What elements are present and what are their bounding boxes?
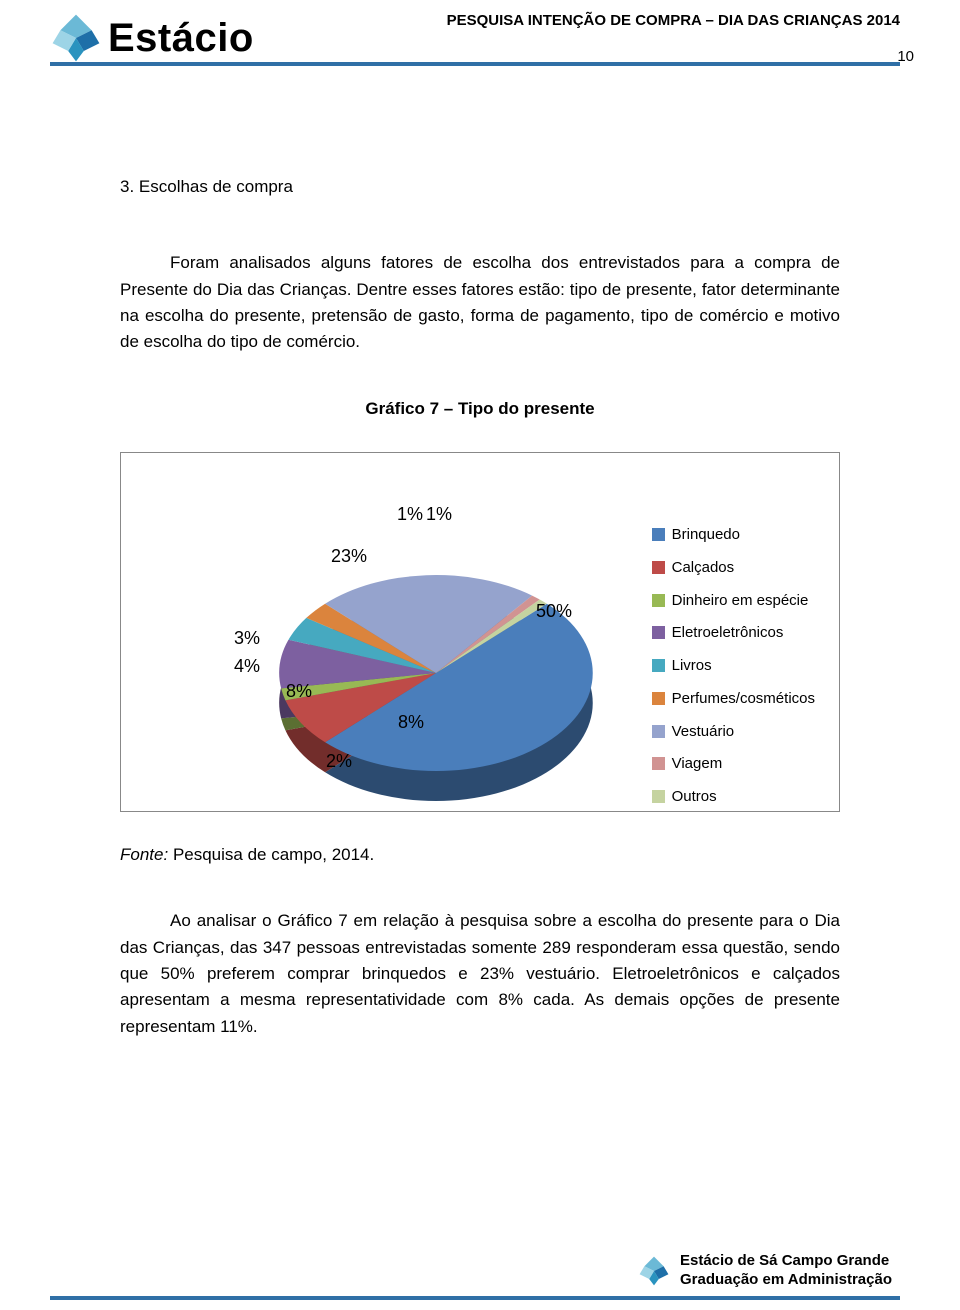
- document-title: PESQUISA INTENÇÃO DE COMPRA – DIA DAS CR…: [447, 12, 900, 29]
- brand-name: Estácio: [108, 16, 254, 61]
- legend-label: Calçados: [672, 556, 735, 579]
- chart-source: Fonte: Pesquisa de campo, 2014.: [120, 842, 840, 868]
- legend-swatch: [652, 659, 665, 672]
- analysis-paragraph: Ao analisar o Gráfico 7 em relação à pes…: [120, 908, 840, 1040]
- fonte-text: Pesquisa de campo, 2014.: [173, 845, 374, 864]
- estacio-logo-icon: [50, 12, 102, 64]
- fonte-label: Fonte:: [120, 845, 168, 864]
- footer-line1: Estácio de Sá Campo Grande: [680, 1252, 892, 1271]
- legend-swatch: [652, 626, 665, 639]
- pie-slice-label: 1%: [426, 501, 452, 529]
- legend-label: Dinheiro em espécie: [672, 589, 809, 612]
- pie-slice-label: 8%: [286, 678, 312, 706]
- pie-slice-label: 4%: [234, 653, 260, 681]
- page-footer: Estácio de Sá Campo Grande Graduação em …: [50, 1296, 900, 1300]
- legend-swatch: [652, 725, 665, 738]
- legend-swatch: [652, 528, 665, 541]
- section-heading: 3. Escolhas de compra: [120, 174, 840, 200]
- legend-label: Vestuário: [672, 720, 735, 743]
- legend-label: Eletroeletrônicos: [672, 621, 784, 644]
- page-header: Estácio PESQUISA INTENÇÃO DE COMPRA – DI…: [0, 0, 960, 64]
- estacio-logo-icon: [638, 1255, 670, 1287]
- legend-swatch: [652, 757, 665, 770]
- legend-item: Perfumes/cosméticos: [652, 687, 815, 710]
- legend-item: Brinquedo: [652, 523, 815, 546]
- footer-text: Estácio de Sá Campo Grande Graduação em …: [680, 1252, 892, 1290]
- legend-item: Outros: [652, 785, 815, 808]
- legend-label: Brinquedo: [672, 523, 740, 546]
- footer-divider: [50, 1296, 900, 1300]
- pie-slice-label: 23%: [331, 543, 367, 571]
- header-divider: [50, 62, 900, 66]
- pie-slice-label: 3%: [234, 625, 260, 653]
- legend-swatch: [652, 790, 665, 803]
- pie-chart: 50% 8% 2% 8% 4%3% 23% 1%1% Brinquedo Calçados Di…: [120, 452, 840, 812]
- chart-title: Gráfico 7 – Tipo do presente: [120, 396, 840, 422]
- legend-item: Vestuário: [652, 720, 815, 743]
- legend-item: Calçados: [652, 556, 815, 579]
- legend-swatch: [652, 561, 665, 574]
- legend-label: Livros: [672, 654, 712, 677]
- legend: Brinquedo Calçados Dinheiro em espécie Elet…: [652, 523, 815, 818]
- footer-brand: Estácio de Sá Campo Grande Graduação em …: [630, 1246, 900, 1296]
- page-number: 10: [897, 48, 914, 65]
- pie-slice-label: 50%: [536, 598, 572, 626]
- intro-paragraph: Foram analisados alguns fatores de escol…: [120, 250, 840, 355]
- legend-swatch: [652, 692, 665, 705]
- legend-label: Outros: [672, 785, 717, 808]
- legend-item: Eletroeletrônicos: [652, 621, 815, 644]
- legend-label: Perfumes/cosméticos: [672, 687, 815, 710]
- pie-slice-label: 2%: [326, 748, 352, 776]
- footer-line2: Graduação em Administração: [680, 1271, 892, 1290]
- legend-label: Viagem: [672, 752, 723, 775]
- legend-item: Dinheiro em espécie: [652, 589, 815, 612]
- legend-item: Viagem: [652, 752, 815, 775]
- legend-item: Livros: [652, 654, 815, 677]
- pie-slice-label: 8%: [398, 709, 424, 737]
- brand-logo: Estácio: [50, 12, 254, 64]
- legend-swatch: [652, 594, 665, 607]
- pie-slice-label: 1%: [397, 501, 423, 529]
